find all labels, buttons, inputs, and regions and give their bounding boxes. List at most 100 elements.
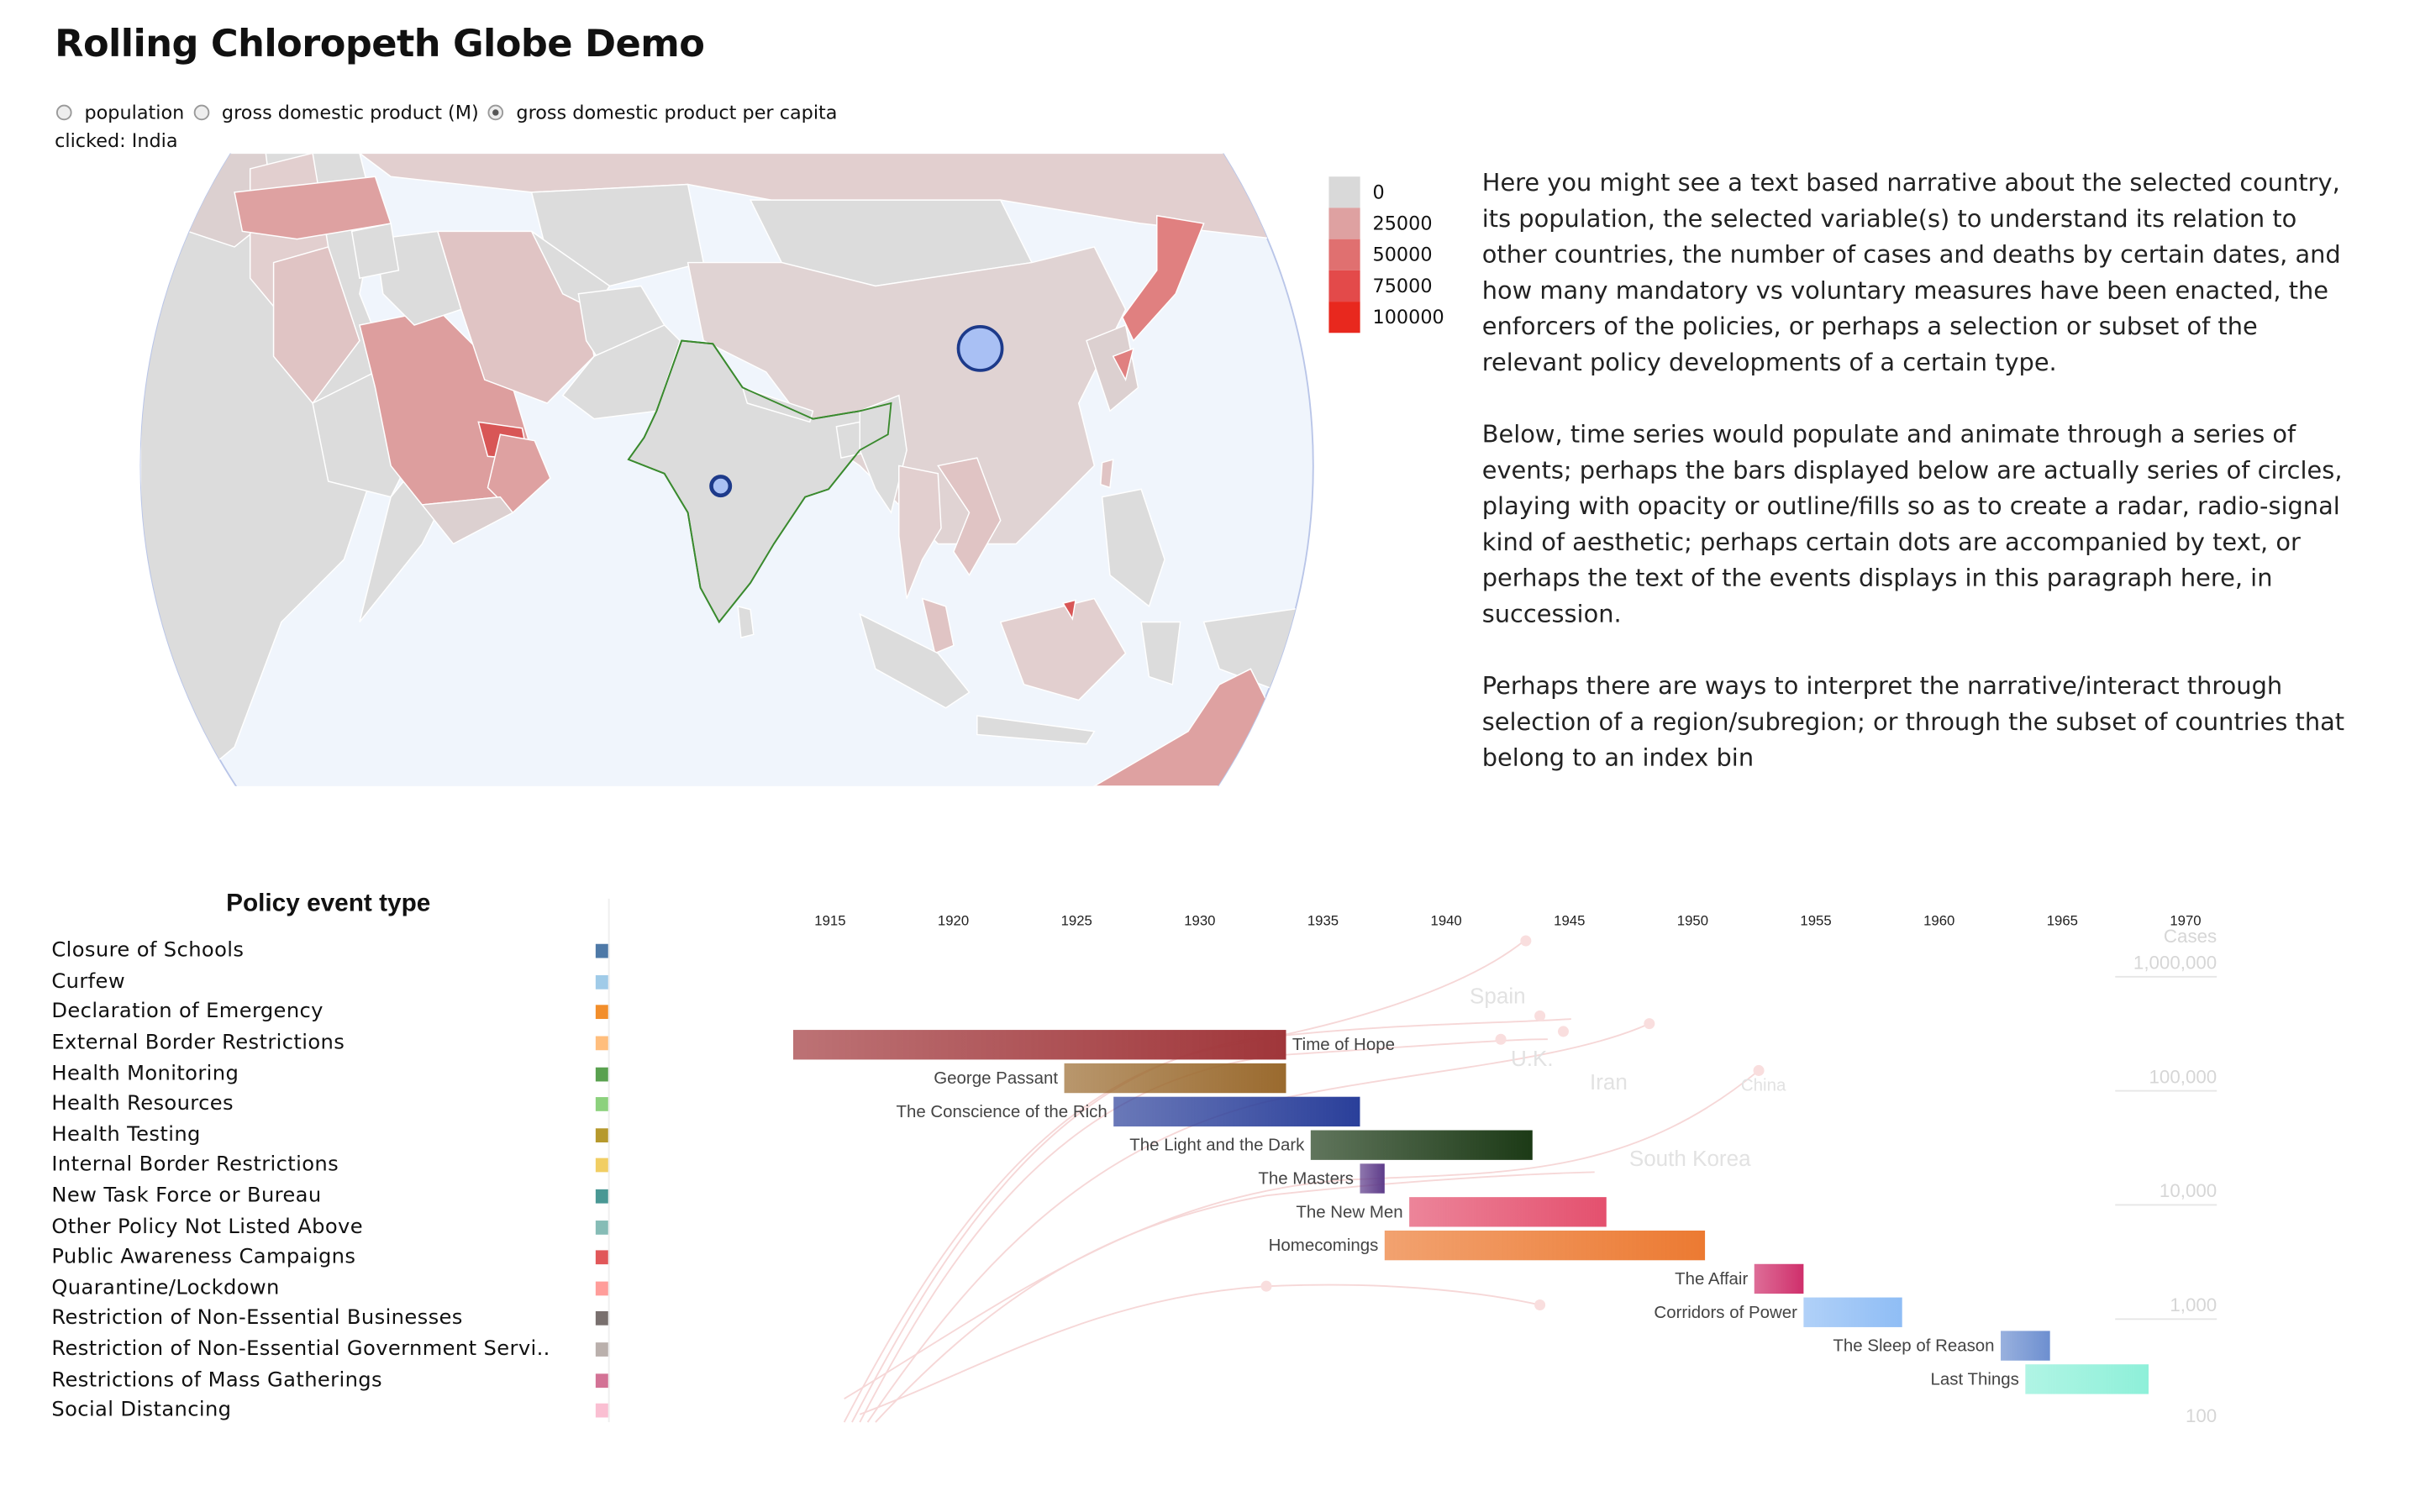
policy-type-item[interactable]: External Border Restrictions xyxy=(51,1028,614,1058)
country-japan-south[interactable] xyxy=(1112,347,1134,382)
policy-type-label: External Border Restrictions xyxy=(51,1032,345,1055)
timeline-chart[interactable]: Cases 1,000,000 100,000 10,000 1,000 100 Spai… xyxy=(625,899,2235,1438)
globe-map[interactable] xyxy=(125,153,1344,786)
policy-type-item[interactable]: Health Monitoring xyxy=(51,1058,614,1089)
policy-type-item[interactable]: Restrictions of Mass Gatherings xyxy=(51,1365,614,1395)
map-legend-label: 75000 xyxy=(1372,275,1433,297)
timeline-bar[interactable] xyxy=(1803,1297,1902,1327)
background-curves xyxy=(843,935,1765,1423)
country-yemen[interactable] xyxy=(420,496,514,545)
country-thailand[interactable] xyxy=(898,465,942,599)
background-y-tick: 10,000 xyxy=(2160,1180,2217,1201)
country-syria[interactable] xyxy=(350,223,400,280)
x-tick-label: 1950 xyxy=(1677,912,1708,928)
country-brunei[interactable] xyxy=(1061,599,1076,621)
map-legend-swatch xyxy=(1328,176,1360,208)
timeline-bar-label: Last Things xyxy=(1931,1369,2019,1389)
policy-type-swatch xyxy=(595,1311,610,1326)
country-sulawesi[interactable] xyxy=(1140,621,1181,685)
timeline-bar[interactable] xyxy=(1360,1163,1385,1194)
country-vietnam[interactable] xyxy=(937,457,1002,577)
timeline-bar[interactable] xyxy=(1310,1130,1533,1160)
policy-type-item[interactable]: New Task Force or Bureau xyxy=(51,1181,614,1211)
map-legend-label: 0 xyxy=(1372,181,1385,203)
timeline-bar[interactable] xyxy=(1064,1063,1286,1094)
country-iraq[interactable] xyxy=(374,230,462,326)
radio-gdp-per-capita[interactable]: gross domestic product per capita xyxy=(487,102,837,123)
country-korea[interactable] xyxy=(1086,323,1139,412)
timeline-bar[interactable] xyxy=(792,1030,1286,1060)
policy-type-item[interactable]: Restriction of Non-Essential Government … xyxy=(51,1334,614,1364)
background-country-labels: Spain U.K. Iran China South Korea xyxy=(1470,983,1786,1170)
policy-type-item[interactable]: Quarantine/Lockdown xyxy=(51,1273,614,1303)
policy-type-item[interactable]: Declaration of Emergency xyxy=(51,997,614,1027)
policy-type-item[interactable]: Public Awareness Campaigns xyxy=(51,1242,614,1273)
timeline-bar[interactable] xyxy=(1113,1096,1360,1127)
background-country-label: South Korea xyxy=(1629,1146,1751,1171)
policy-type-label: Restriction of Non-Essential Government … xyxy=(51,1337,550,1362)
map-legend-label: 25000 xyxy=(1372,213,1433,235)
map-legend-item: 50000 xyxy=(1328,239,1444,270)
country-malaysia[interactable] xyxy=(921,597,955,654)
map-legend-item: 100000 xyxy=(1328,302,1444,333)
country-china[interactable] xyxy=(687,246,1127,545)
policy-legend-title: Policy event type xyxy=(226,890,431,918)
timeline-bar[interactable] xyxy=(1384,1230,1706,1261)
country-sumatra[interactable] xyxy=(859,612,971,709)
narrative-paragraph-3: Perhaps there are ways to interpret the … xyxy=(1481,672,2345,773)
radio-population[interactable]: population xyxy=(55,102,184,123)
timeline-bar-label: The Light and the Dark xyxy=(1129,1136,1305,1155)
country-japan[interactable] xyxy=(1121,214,1205,342)
policy-type-item[interactable]: Other Policy Not Listed Above xyxy=(51,1212,614,1242)
timeline-bar[interactable] xyxy=(2025,1364,2149,1394)
policy-type-item[interactable]: Health Resources xyxy=(51,1089,614,1120)
policy-type-label: Declaration of Emergency xyxy=(51,1000,324,1025)
background-point xyxy=(1520,935,1532,947)
policy-type-item[interactable]: Restriction of Non-Essential Businesses xyxy=(51,1304,614,1334)
timeline-bar-label: The Conscience of the Rich xyxy=(896,1102,1107,1121)
background-y-axis: Cases 1,000,000 100,000 10,000 1,000 100 xyxy=(2115,926,2217,1426)
policy-type-item[interactable]: Closure of Schools xyxy=(51,936,614,966)
background-point xyxy=(1753,1064,1765,1076)
country-bangladesh[interactable] xyxy=(835,421,864,459)
policy-type-item[interactable]: Health Testing xyxy=(51,1120,614,1150)
policy-type-label: Health Resources xyxy=(51,1092,234,1116)
radio-population-dot[interactable] xyxy=(55,104,72,121)
marker-china[interactable] xyxy=(956,324,1004,372)
policy-type-item[interactable]: Internal Border Restrictions xyxy=(51,1151,614,1181)
background-y-tick: 100 xyxy=(2186,1405,2217,1426)
timeline-bar[interactable] xyxy=(1409,1197,1607,1227)
radio-gdp-per-capita-dot[interactable] xyxy=(487,104,504,121)
x-tick-label: 1940 xyxy=(1431,912,1462,928)
map-legend-label: 100000 xyxy=(1372,306,1444,328)
x-tick-label: 1960 xyxy=(1923,912,1954,928)
background-point xyxy=(1495,1033,1507,1045)
timeline-bar[interactable] xyxy=(1754,1263,1804,1294)
policy-type-swatch xyxy=(595,1036,610,1051)
policy-type-swatch xyxy=(595,1128,610,1142)
country-borneo[interactable] xyxy=(999,597,1127,701)
policy-type-swatch xyxy=(595,944,610,959)
map-legend-swatch xyxy=(1328,207,1360,239)
country-taiwan[interactable] xyxy=(1100,458,1114,489)
country-philippines[interactable] xyxy=(1101,488,1165,608)
x-tick-label: 1920 xyxy=(938,912,969,928)
radio-gdp-dot[interactable] xyxy=(193,104,210,121)
timeline-bar-label: Homecomings xyxy=(1269,1236,1379,1255)
country-java[interactable] xyxy=(976,715,1096,745)
policy-type-swatch xyxy=(595,1189,610,1204)
radio-gdp[interactable]: gross domestic product (M) xyxy=(193,102,479,123)
country-sudan[interactable] xyxy=(272,246,360,405)
policy-type-swatch xyxy=(595,1250,610,1265)
x-tick-label: 1915 xyxy=(814,912,845,928)
policy-type-item[interactable]: Social Distancing xyxy=(51,1395,614,1425)
country-turkey[interactable] xyxy=(234,176,392,240)
country-oman[interactable] xyxy=(487,433,551,514)
timeline-bar-label: Time of Hope xyxy=(1292,1035,1395,1054)
country-sri-lanka[interactable] xyxy=(737,605,755,639)
policy-type-legend: Closure of Schools Curfew Declaration of E… xyxy=(51,936,614,1425)
timeline-bar[interactable] xyxy=(2001,1331,2050,1361)
marker-india[interactable] xyxy=(709,475,733,498)
policy-type-item[interactable]: Curfew xyxy=(51,967,614,997)
variable-radio-group: population gross domestic product (M) gr… xyxy=(55,102,847,123)
